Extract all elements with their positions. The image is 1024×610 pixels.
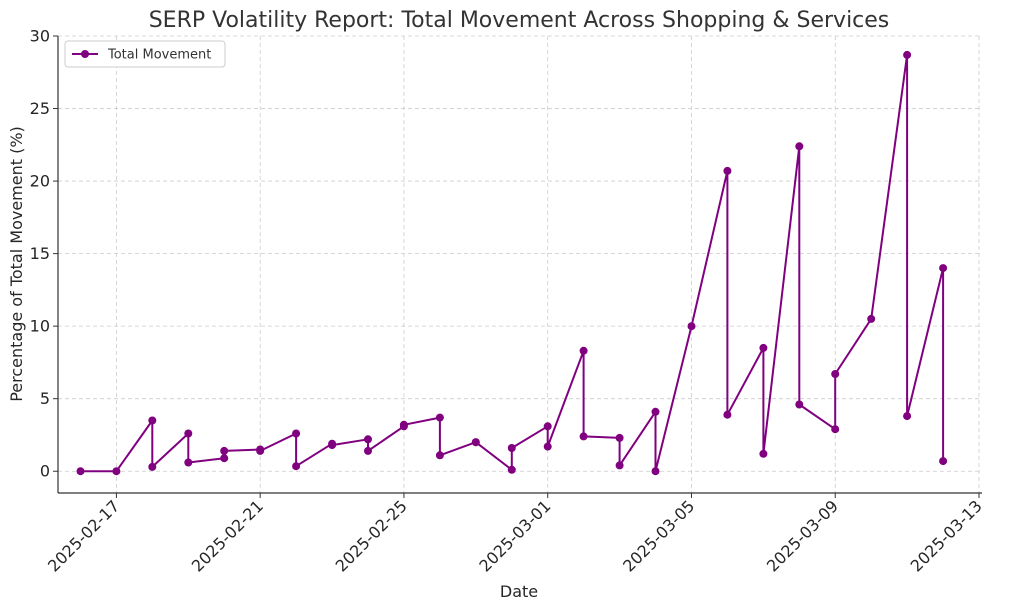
data-point	[759, 449, 768, 458]
data-point	[399, 420, 408, 429]
y-tick-label: 10	[30, 317, 50, 336]
y-tick-label: 25	[30, 99, 50, 118]
data-point	[831, 370, 840, 378]
data-point	[292, 429, 301, 438]
x-tick-label: 2025-03-05	[619, 496, 698, 575]
data-point	[76, 467, 85, 476]
data-point	[328, 441, 337, 450]
x-tick-label: 2025-02-21	[188, 496, 267, 575]
data-point	[148, 416, 157, 425]
data-point	[579, 346, 588, 355]
x-tick-label: 2025-02-17	[44, 496, 123, 575]
legend-label: Total Movement	[107, 48, 211, 63]
data-point	[112, 467, 121, 476]
data-point	[364, 435, 372, 444]
data-point	[795, 142, 804, 151]
data-point	[364, 446, 372, 455]
data-point	[903, 50, 912, 59]
data-point	[903, 412, 912, 421]
data-point	[579, 432, 588, 441]
chart-title: SERP Volatility Report: Total Movement A…	[149, 8, 890, 33]
data-point	[184, 458, 193, 467]
legend-box	[64, 40, 226, 68]
data-point	[795, 400, 804, 409]
legend-marker-icon	[81, 50, 89, 58]
data-point	[651, 407, 660, 416]
y-tick-label: 20	[30, 172, 50, 191]
data-point	[435, 413, 444, 422]
data-point	[615, 461, 624, 470]
x-tick-label: 2025-03-13	[907, 496, 986, 575]
data-point	[939, 457, 948, 466]
x-axis-ticks: 2025-02-17 2025-02-21 2025-02-25 2025-03-01…	[44, 493, 986, 576]
data-point	[507, 465, 516, 474]
legend: Total Movement	[64, 40, 226, 68]
data-point	[148, 462, 157, 471]
data-point	[723, 166, 732, 175]
y-axis-ticks: 0 5 10 15 20 25 30	[30, 27, 58, 481]
axes	[57, 36, 982, 494]
data-point	[220, 446, 229, 455]
series	[76, 50, 948, 476]
data-point	[831, 425, 840, 434]
data-point	[543, 422, 552, 431]
data-point	[759, 343, 768, 352]
data-point	[651, 467, 660, 476]
x-tick-label: 2025-03-09	[763, 496, 842, 575]
y-tick-label: 15	[30, 244, 50, 263]
data-point	[723, 410, 732, 419]
y-tick-label: 0	[40, 462, 50, 481]
data-point	[615, 433, 624, 442]
data-point	[435, 451, 444, 460]
grid	[58, 35, 982, 493]
data-point	[256, 446, 265, 455]
data-point	[292, 462, 301, 471]
data-point	[184, 429, 193, 438]
data-point	[939, 264, 948, 273]
data-point	[867, 314, 876, 323]
data-point	[543, 442, 552, 451]
series-line	[80, 53, 945, 473]
y-tick-label: 5	[40, 389, 50, 408]
data-point	[471, 438, 480, 447]
x-tick-label: 2025-02-25	[332, 496, 411, 575]
x-axis-label: Date	[500, 582, 538, 601]
x-tick-label: 2025-03-01	[475, 496, 554, 575]
data-point	[687, 322, 696, 331]
y-tick-label: 30	[30, 27, 50, 46]
y-axis-label: Percentage of Total Movement (%)	[7, 126, 26, 402]
data-point	[507, 444, 516, 452]
data-point	[220, 454, 229, 463]
